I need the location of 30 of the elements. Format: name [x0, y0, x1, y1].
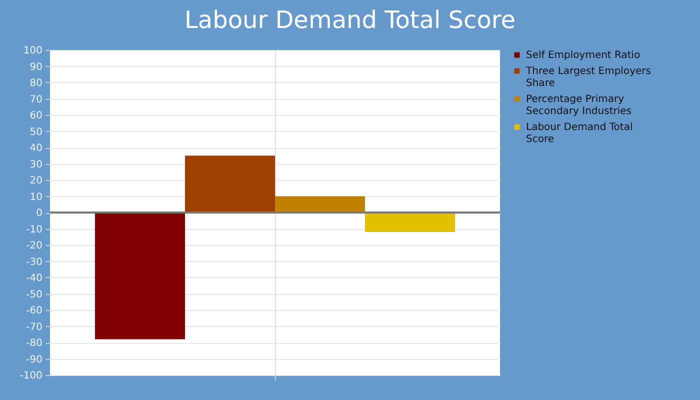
legend-label: Self Employment Ratio: [526, 50, 640, 61]
y-tick-label: -10: [26, 224, 42, 236]
y-tick-label: -40: [26, 273, 42, 284]
y-tick-label: -60: [26, 306, 42, 316]
y-tick-label: 10: [30, 192, 42, 203]
y-tick-label: 100: [23, 46, 42, 56]
y-tick-label: -20: [26, 240, 42, 252]
chart-title: Labour Demand Total Score: [184, 6, 516, 34]
bar: [95, 212, 185, 340]
y-tick-label: 40: [30, 143, 42, 154]
y-tick-label: -90: [26, 354, 42, 366]
legend-label: Three Largest Employers Share: [525, 66, 651, 89]
y-tick-label: 50: [30, 126, 42, 138]
bar: [185, 156, 275, 212]
y-tick-label: -30: [26, 256, 42, 268]
legend-label: Labour Demand Total Score: [526, 122, 633, 145]
y-tick-label: -50: [26, 289, 42, 300]
y-tick-label: -100: [20, 370, 42, 382]
bar: [275, 196, 365, 212]
y-tick-label: 30: [30, 159, 42, 170]
y-tick-label: 0: [36, 208, 42, 219]
y-tick-label: 70: [30, 94, 42, 106]
bar: [365, 212, 455, 232]
y-tick-label: 80: [30, 78, 42, 89]
y-tick-label: -70: [26, 322, 42, 333]
legend-label: Percentage Primary Secondary Industries: [526, 94, 632, 117]
y-tick-label: 90: [30, 62, 42, 73]
y-tick-label: 60: [30, 110, 42, 122]
y-tick-label: -80: [26, 338, 42, 349]
y-tick-label: 20: [30, 176, 42, 186]
